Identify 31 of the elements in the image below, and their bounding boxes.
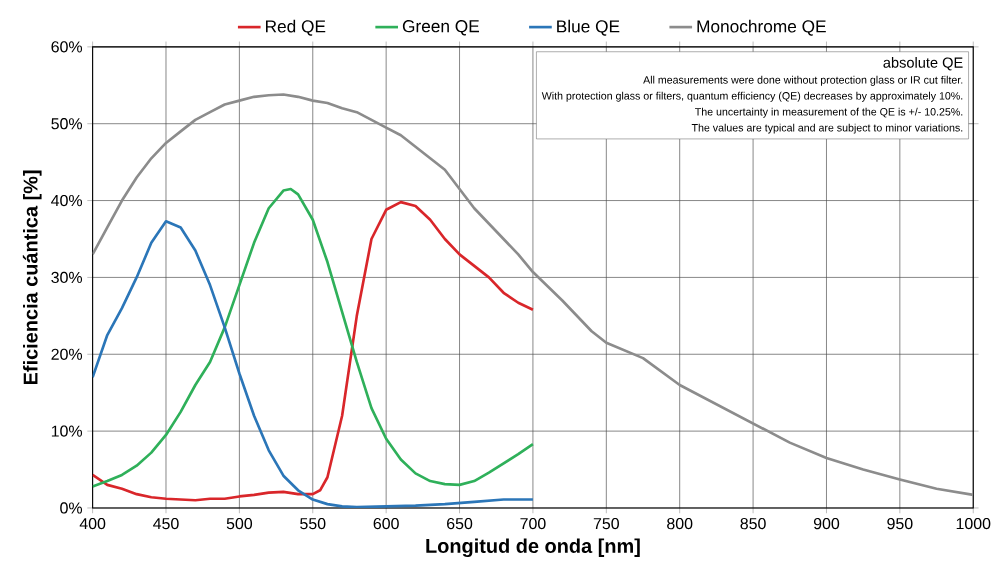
legend-label: Monochrome QE [697, 19, 826, 36]
x-tick-label: 900 [813, 517, 840, 530]
x-tick-label: 650 [447, 517, 473, 530]
legend-label: Red QE [266, 19, 326, 36]
annotation: The values are typical and are subject to minor variations. [691, 123, 963, 134]
x-tick-label: 400 [79, 517, 106, 530]
y-tick-label: 30% [51, 271, 83, 283]
y-tick-label: 10% [51, 425, 83, 437]
x-tick-label: 600 [373, 517, 399, 530]
y-tick-label: 20% [51, 348, 83, 360]
y-tick-label: 60% [51, 41, 83, 53]
y-tick-label: 0% [60, 502, 83, 514]
x-tick-label: 950 [887, 517, 913, 530]
legend-label: Green QE [402, 20, 479, 36]
y-axis-title: Eficiencia cuántica [%] [22, 170, 42, 384]
annotation: The uncertainty in measurement of the QE is +/- 10.25%. [695, 107, 963, 118]
x-tick-label: 450 [153, 517, 179, 530]
x-tick-label: 700 [520, 517, 546, 530]
x-tick-label: 800 [667, 517, 693, 530]
x-tick-label: 500 [226, 517, 253, 530]
legend-label: Blue QE [557, 19, 620, 36]
x-axis-title: Longitud de onda [nm] [426, 538, 640, 557]
x-tick-label: 750 [593, 517, 619, 530]
x-tick-label: 1000 [956, 517, 991, 530]
x-tick-label: 550 [300, 517, 326, 530]
annotation: All measurements were done without protection glass or IR cut filter. [643, 75, 963, 86]
x-tick-label: 850 [740, 517, 766, 530]
annotation: With protection glass or filters, quantum efficiency (QE) decreases by approximately 10%. [541, 91, 963, 102]
annotation: absolute QE [883, 57, 963, 71]
y-tick-label: 50% [51, 118, 83, 130]
y-tick-label: 40% [51, 194, 83, 207]
